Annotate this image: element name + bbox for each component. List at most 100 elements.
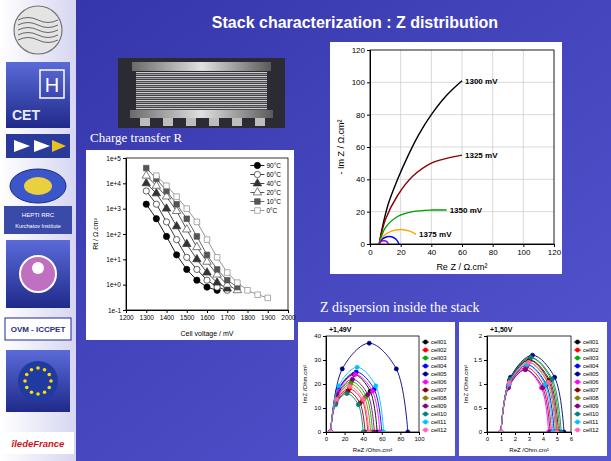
marker [172, 206, 180, 213]
tick-mark [367, 179, 370, 180]
marker [329, 430, 333, 432]
marker [329, 430, 333, 432]
photo-plate [136, 72, 267, 73]
tick-label: 0 [325, 436, 329, 442]
y-axis-title: - Im Z / Ω.cm² [336, 119, 346, 174]
x-axis: 020406080100 [325, 432, 425, 442]
tick-mark [123, 234, 126, 235]
y-axis-line [123, 159, 127, 311]
marker [361, 430, 365, 432]
y-axis-line [367, 51, 371, 245]
photo-plate [136, 74, 267, 75]
marker [367, 341, 371, 345]
legend-label: 90°C [266, 162, 281, 169]
stack-photo [118, 58, 285, 128]
marker [184, 216, 190, 222]
plot-frame [487, 336, 571, 432]
tick-label: 1200 [119, 314, 134, 321]
tick: 2000 [281, 310, 296, 321]
series-line [379, 241, 388, 244]
legend-label: cell01 [583, 339, 599, 345]
tick-mark [554, 244, 555, 247]
tick: 1900 [261, 310, 276, 321]
series-label: 1375 mV [419, 230, 452, 239]
logo-arrows [14, 140, 50, 152]
tick-mark [363, 432, 364, 435]
marker [547, 381, 551, 385]
marker [329, 430, 333, 432]
legend-marker [423, 420, 427, 424]
y-axis: 020406080100120 [352, 46, 371, 249]
logo-text: Kurchatov Institute [15, 223, 61, 229]
legend-label: cell01 [431, 339, 447, 345]
legend-label: 10°C [266, 198, 281, 205]
tick-mark [123, 259, 126, 260]
photo-plate [136, 104, 267, 105]
y-axis: 00.511.52 [474, 333, 488, 435]
photo-plate [136, 96, 267, 97]
legend-label: cell04 [583, 363, 599, 369]
legend-label: cell08 [431, 395, 447, 401]
marker [174, 194, 180, 200]
tick-label: 60 [379, 436, 386, 442]
marker [184, 254, 190, 260]
marker [350, 377, 354, 381]
tick-label: 20 [342, 436, 349, 442]
marker [340, 367, 344, 371]
series-line [501, 358, 560, 432]
marker [162, 204, 170, 211]
x-axis-title: ReZ /Ohm.cm² [353, 447, 392, 453]
marker [255, 292, 261, 298]
marker [353, 372, 357, 376]
series-group [499, 353, 566, 432]
logo-eu [18, 361, 58, 401]
tick-mark [484, 336, 487, 337]
marker [154, 173, 160, 179]
background [0, 0, 611, 461]
photo-flange [132, 62, 271, 71]
series-line [501, 358, 561, 432]
marker [329, 430, 333, 432]
logo-emblem [14, 6, 62, 54]
series-line [501, 365, 553, 432]
tick-mark [227, 310, 228, 313]
marker [163, 233, 169, 239]
tick-label: 1400 [160, 314, 175, 321]
tick: 120 [352, 46, 370, 55]
tick: 1e+0 [106, 281, 126, 288]
tick-mark [557, 432, 558, 435]
marker [499, 430, 503, 432]
logo-text: OVM - ICCPET [11, 325, 66, 334]
marker [329, 430, 333, 432]
tick: 1600 [200, 310, 215, 321]
marker [214, 255, 220, 261]
tick: 1500 [180, 310, 195, 321]
chart: 0204060801001200204060801001201300 mV132… [330, 42, 562, 274]
logo-eu-star [49, 379, 53, 383]
tick: 1e+1 [106, 256, 126, 263]
tick-label: 1e-1 [108, 307, 121, 314]
plot-frame [326, 336, 419, 432]
marker [329, 430, 333, 432]
y-axis: 010203040 [314, 333, 326, 435]
tick-mark [400, 432, 401, 435]
tick: 6 [570, 432, 574, 442]
grid-line [370, 114, 554, 115]
logo-emblem-wave [18, 33, 58, 38]
photo-bolt [209, 118, 219, 126]
photo-plate [136, 108, 267, 109]
logo-ovm-bg [5, 318, 71, 340]
slide: Stack characterization : Z distributionH… [0, 0, 611, 461]
series-line [501, 360, 557, 432]
marker [194, 234, 200, 240]
logo-emblem-wave [18, 38, 58, 43]
tick-mark [367, 212, 370, 213]
legend: cell01cell02cell03cell04cell05cell06cell… [574, 339, 599, 433]
tick-mark [323, 432, 326, 433]
logo-text: H [45, 74, 59, 96]
marker [143, 201, 149, 207]
series-line [146, 191, 227, 290]
x-axis-title: Re Z / Ω.cm² [436, 262, 487, 272]
marker [499, 430, 503, 432]
legend-label: cell10 [431, 411, 447, 417]
